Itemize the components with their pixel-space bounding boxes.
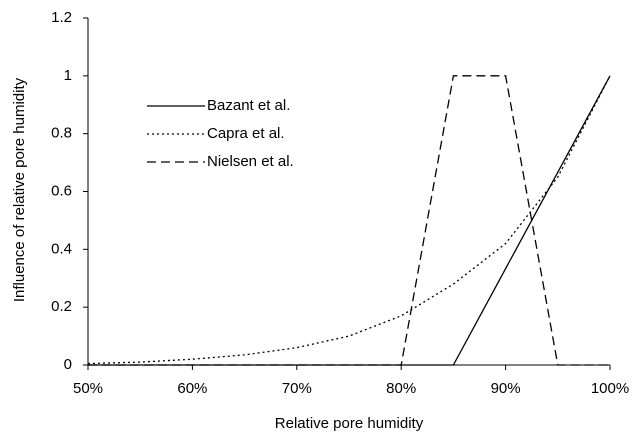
x-tick-label: 90% <box>491 380 521 397</box>
legend-label: Capra et al. <box>207 125 285 142</box>
x-tick-label: 70% <box>282 380 312 397</box>
y-tick-label: 0.6 <box>51 182 72 199</box>
y-tick-label: 0.2 <box>51 298 72 315</box>
legend-label: Nielsen et al. <box>207 153 294 170</box>
x-tick-label: 100% <box>591 380 629 397</box>
y-tick-label: 0.4 <box>51 240 72 257</box>
y-tick-label: 0.8 <box>51 125 72 142</box>
y-tick-label: 1.2 <box>51 9 72 26</box>
x-axis-label: Relative pore humidity <box>275 415 424 432</box>
y-axis-label: Influence of relative pore humidity <box>11 77 28 302</box>
y-tick-label: 0 <box>64 356 72 373</box>
legend-label: Bazant et al. <box>207 97 290 114</box>
x-tick-label: 60% <box>177 380 207 397</box>
series-line <box>88 75 610 366</box>
y-tick-label: 1 <box>64 67 72 84</box>
series-line <box>88 75 611 366</box>
x-tick-label: 50% <box>73 380 103 397</box>
x-tick-label: 80% <box>386 380 416 397</box>
